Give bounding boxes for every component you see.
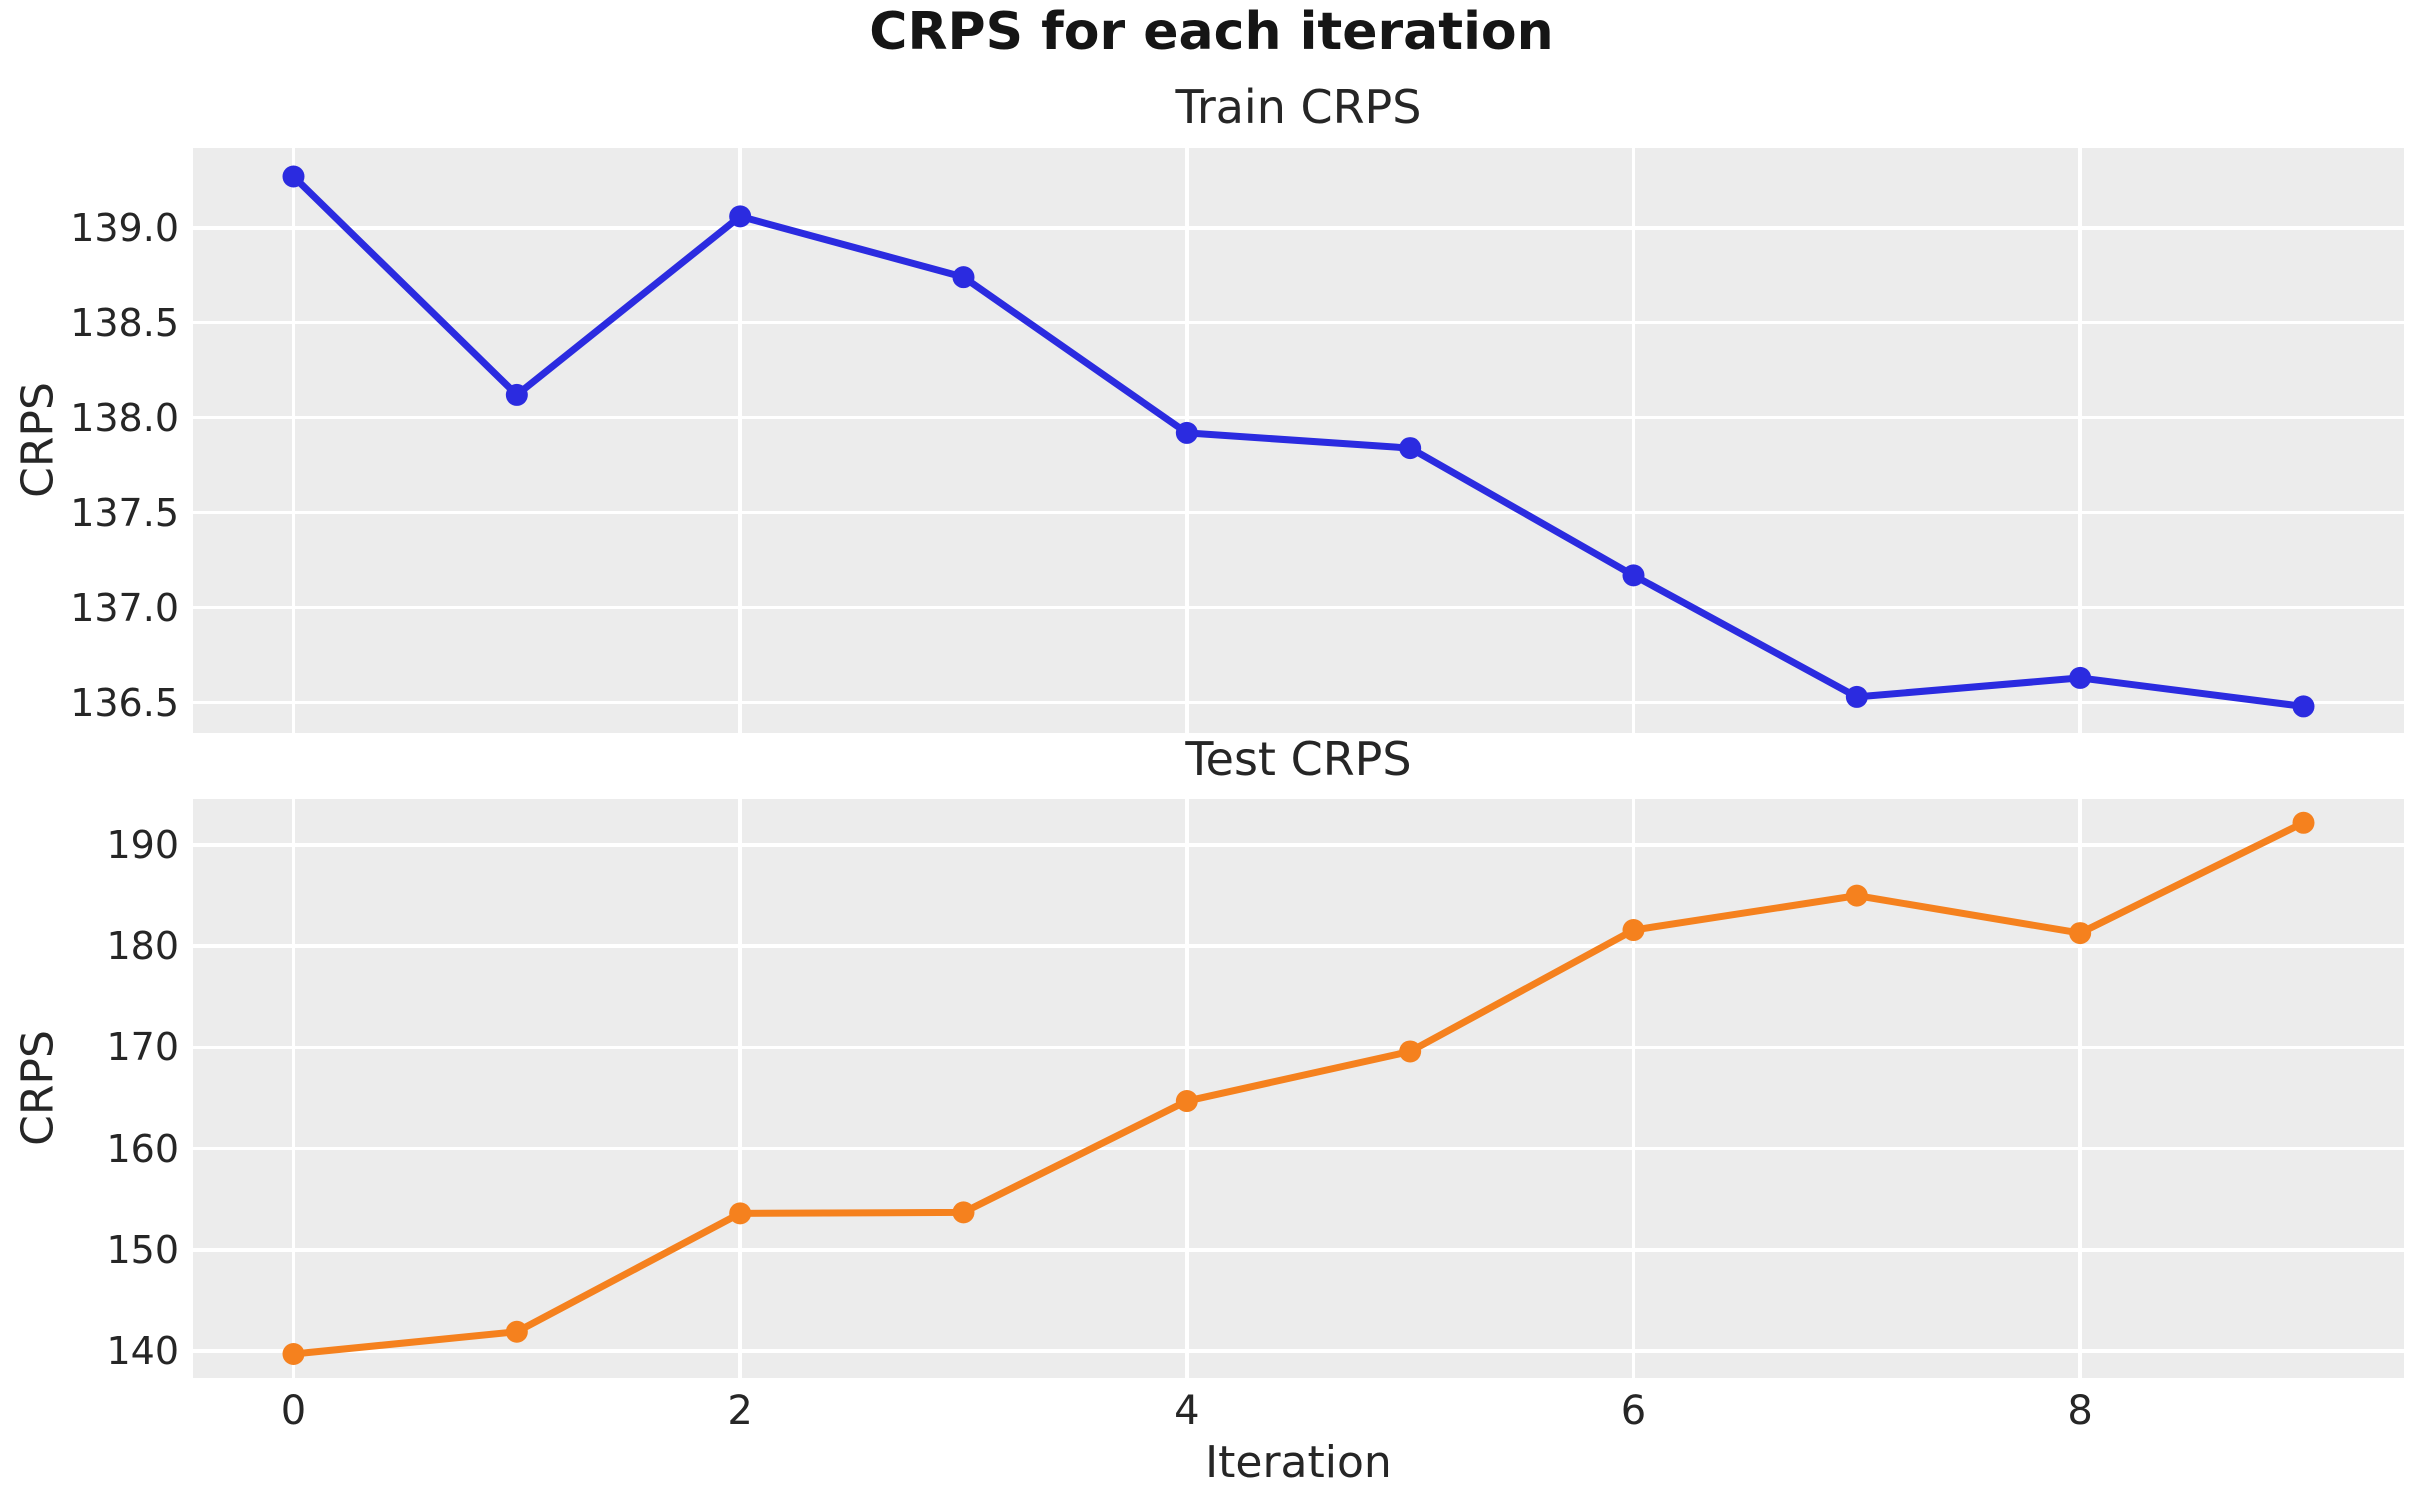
v-gridline [738, 148, 742, 733]
data-point-marker [952, 266, 975, 289]
train-axes [193, 148, 2404, 733]
data-point-marker [952, 1201, 975, 1224]
y-tick-label: 170 [106, 1025, 179, 1070]
x-tick-label: 8 [2067, 1388, 2093, 1434]
test-crps-series [282, 811, 2315, 1366]
y-tick-label: 180 [106, 924, 179, 969]
v-gridline [2078, 148, 2082, 733]
data-point-marker [1175, 1090, 1198, 1113]
data-point-marker [282, 165, 305, 188]
data-point-marker [2292, 811, 2315, 834]
y-tick-label: 138.0 [70, 395, 179, 440]
y-tick-label: 140 [106, 1328, 179, 1373]
y-tick-label: 137.0 [70, 585, 179, 630]
x-axis-label: Iteration [1205, 1437, 1392, 1488]
data-point-marker [505, 383, 528, 406]
h-gridline [193, 510, 2404, 515]
data-point-marker [1845, 685, 1868, 708]
h-gridline [193, 944, 2404, 948]
x-tick-label: 2 [727, 1388, 753, 1434]
v-gridline [1631, 148, 1636, 733]
h-gridline [193, 700, 2404, 705]
data-point-marker [2069, 666, 2092, 689]
v-gridline [291, 148, 296, 733]
y-tick-label: 160 [106, 1126, 179, 1171]
data-point-marker [2292, 695, 2315, 718]
train-crps-series [282, 165, 2315, 718]
data-point-marker [729, 205, 752, 228]
data-point-marker [505, 1320, 528, 1343]
v-gridline [2078, 799, 2082, 1378]
y-tick-label: 137.5 [70, 490, 179, 535]
x-tick-label: 6 [1620, 1388, 1647, 1434]
h-gridline [193, 1045, 2404, 1050]
test-subplot-title: Test CRPS [1185, 732, 1412, 786]
data-point-marker [282, 1343, 305, 1366]
series-line [290, 172, 2307, 710]
h-gridline [193, 843, 2404, 847]
data-point-marker [729, 1202, 752, 1225]
series-line [290, 819, 2307, 1358]
x-tick-label: 0 [280, 1388, 307, 1434]
test-axes [193, 799, 2404, 1378]
figure-suptitle: CRPS for each iteration [869, 2, 1554, 62]
h-gridline [193, 1248, 2404, 1252]
y-tick-label: 190 [106, 823, 179, 868]
data-point-marker [1622, 919, 1645, 942]
h-gridline [193, 1146, 2404, 1151]
y-tick-label: 150 [106, 1227, 179, 1272]
h-gridline [193, 226, 2404, 230]
data-point-marker [1399, 1040, 1422, 1063]
train-subplot-title: Train CRPS [1175, 80, 1422, 134]
data-point-marker [1622, 564, 1645, 587]
v-gridline [738, 799, 742, 1378]
y-tick-label: 138.5 [70, 300, 179, 345]
y-tick-label: 136.5 [70, 680, 179, 725]
h-gridline [193, 320, 2404, 325]
h-gridline [193, 415, 2404, 420]
v-gridline [291, 799, 296, 1378]
data-point-marker [1845, 884, 1868, 907]
x-tick-label: 4 [1174, 1388, 1200, 1434]
data-point-marker [1399, 437, 1422, 460]
h-gridline [193, 1349, 2404, 1353]
data-point-marker [1175, 421, 1198, 444]
data-point-marker [2069, 922, 2092, 945]
y-tick-label: 139.0 [70, 205, 179, 250]
h-gridline [193, 605, 2404, 610]
v-gridline [1631, 799, 1636, 1378]
v-gridline [1185, 799, 1189, 1378]
